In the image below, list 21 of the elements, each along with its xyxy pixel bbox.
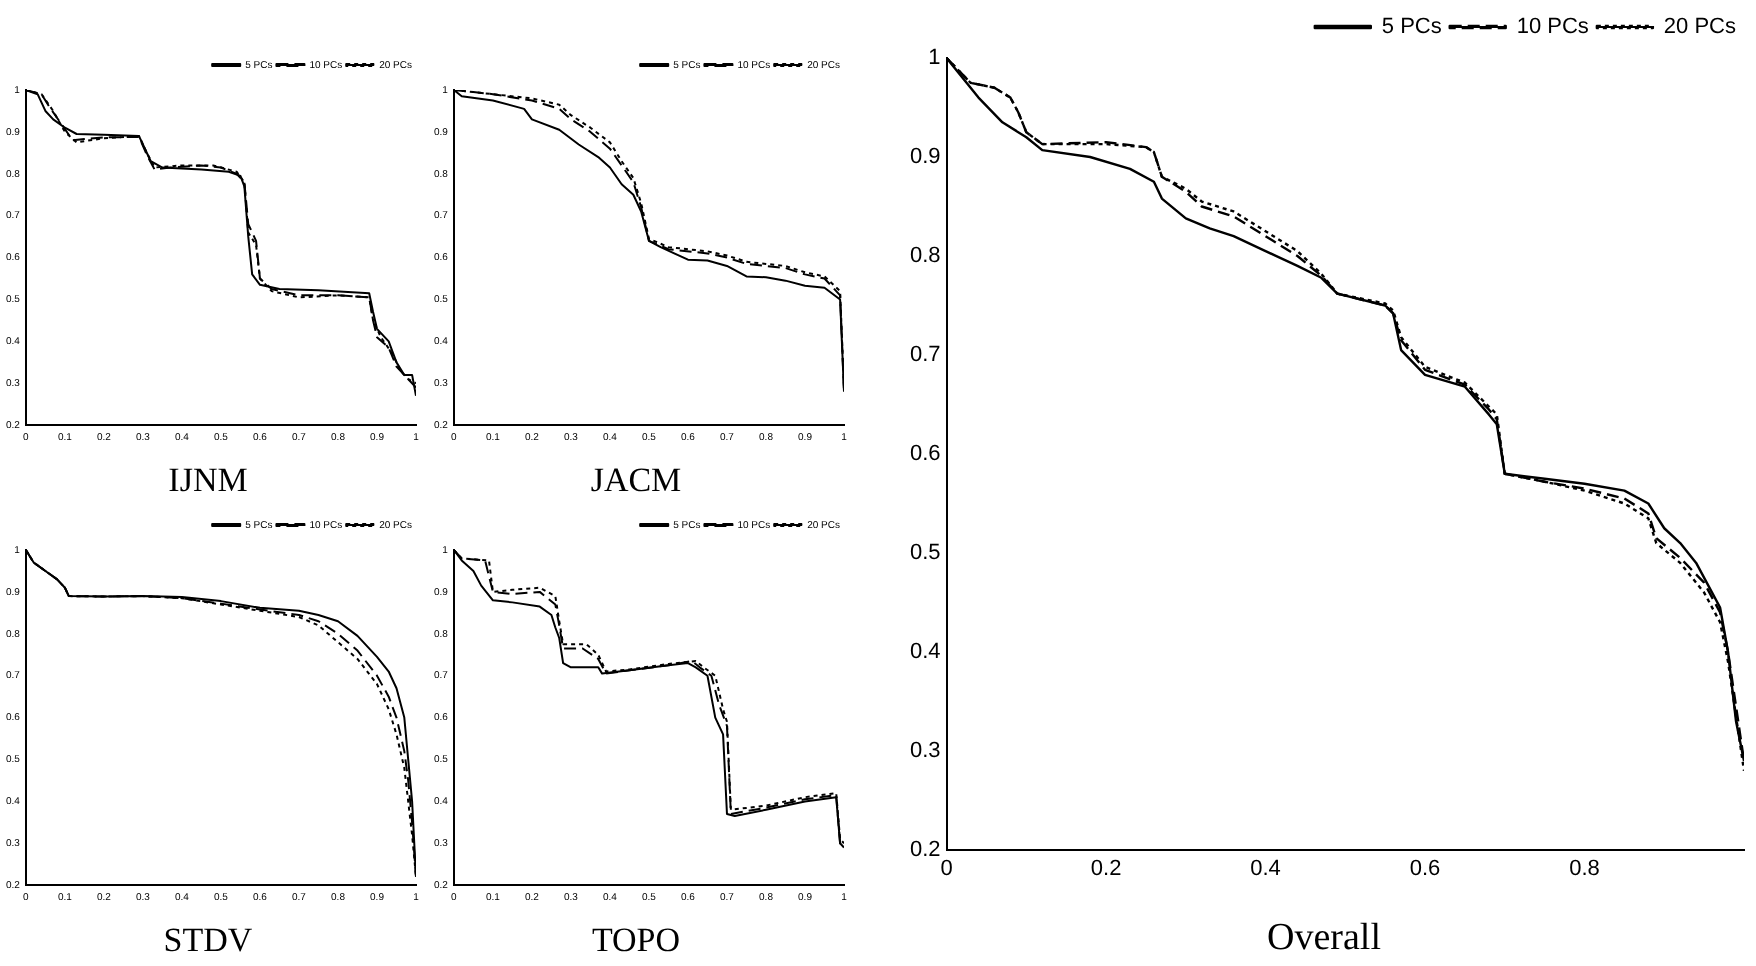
y-tick-label: 0.9: [909, 145, 941, 170]
text: Overall: [1267, 917, 1381, 960]
legend-label: 5 PCs: [1381, 15, 1443, 40]
x-tick-label: 0.6: [1409, 857, 1441, 882]
y-tick-label: 0.7: [909, 343, 941, 368]
text: TOPO: [591, 920, 681, 959]
y-tick-label: 0.5: [909, 541, 941, 566]
x-tick-label: 0.4: [1250, 857, 1281, 882]
y-tick-label: 0.4: [909, 640, 941, 665]
text: STDV: [163, 920, 254, 959]
y-tick-label: 0.3: [909, 739, 941, 764]
text: IJNM: [168, 460, 248, 499]
x-tick-label: 0.8: [1569, 857, 1600, 882]
x-tick-label: 0.2: [1090, 857, 1122, 882]
y-tick-label: 0.8: [909, 244, 941, 269]
text: JACM: [590, 460, 682, 499]
legend-label: 10 PCs: [1516, 15, 1590, 40]
y-tick-label: 0.2: [909, 838, 941, 863]
legend-label: 20 PCs: [1663, 15, 1737, 40]
y-tick-label: 1: [928, 46, 941, 71]
x-tick-label: 0: [940, 857, 953, 882]
